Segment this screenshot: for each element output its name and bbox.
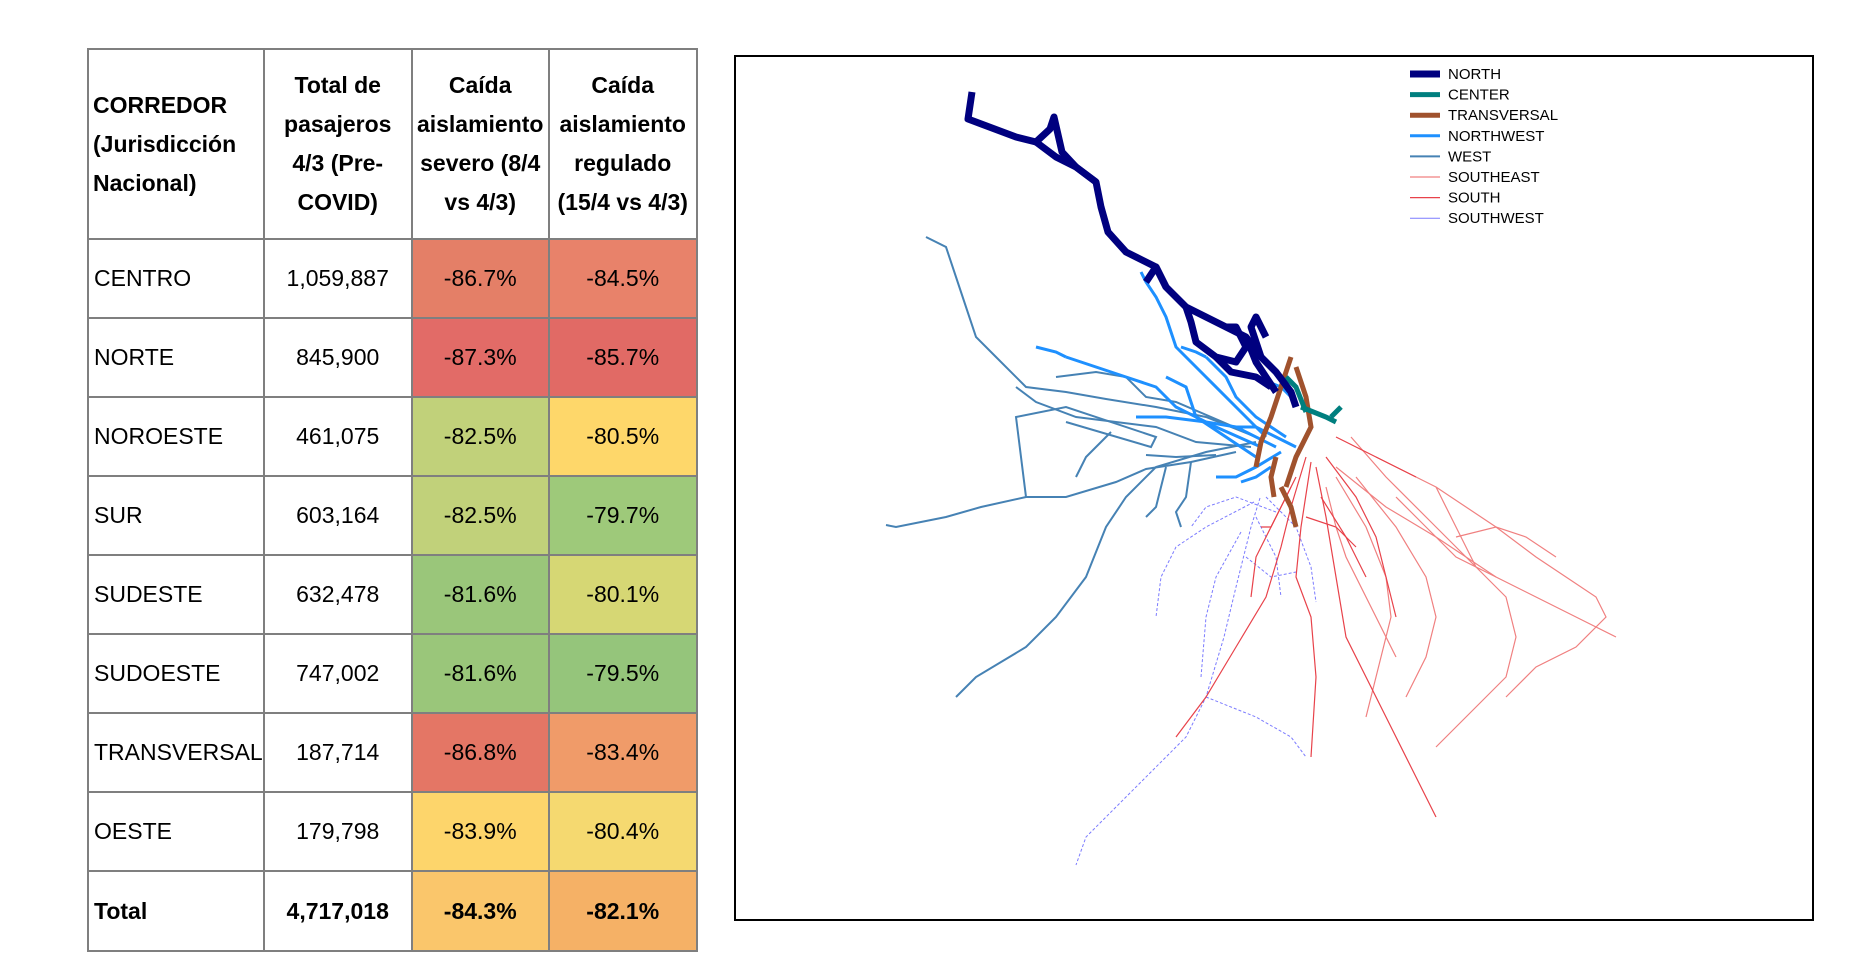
drop-regulado: -79.7% <box>547 475 698 556</box>
drop-severo: -86.7% <box>410 238 550 319</box>
transit-network-map: NORTH CENTER TRANSVERSAL NORTHWEST WEST SOUTH… <box>734 55 1814 921</box>
total-passengers: 632,478 <box>262 554 413 635</box>
drop-regulado: -80.1% <box>547 554 698 635</box>
table-row: NORTE 845,900 -87.3% -85.7% <box>87 317 698 398</box>
total-passengers: 187,714 <box>262 712 413 793</box>
table-row: TRANSVERSAL 187,714 -86.8% -83.4% <box>87 712 698 793</box>
drop-severo: -82.5% <box>410 475 550 556</box>
south-lines <box>1175 436 1437 818</box>
header-corredor: CORREDOR (Jurisdicción Nacional) <box>87 48 265 240</box>
header-line: (Jurisdicción <box>93 130 237 157</box>
header-line: Caída <box>448 72 512 98</box>
corridor-name: SUDOESTE <box>87 633 265 714</box>
southeast-lines <box>1325 436 1617 748</box>
header-line: Total de <box>294 72 381 98</box>
legend-label: SOUTHWEST <box>1448 210 1544 227</box>
header-line: COVID) <box>297 189 378 215</box>
table-row: SUDOESTE 747,002 -81.6% -79.5% <box>87 633 698 714</box>
legend-label: SOUTHEAST <box>1448 169 1540 186</box>
total-passengers: 845,900 <box>262 317 413 398</box>
total-passengers: 461,075 <box>262 396 413 477</box>
legend-label: NORTH <box>1448 66 1501 83</box>
header-line: pasajeros <box>284 111 392 137</box>
header-line: severo (8/4 <box>420 150 541 176</box>
north-lines <box>964 91 1300 409</box>
header-caida-regulado: Caída aislamiento regulado (15/4 vs 4/3) <box>547 48 698 240</box>
table-row: NOROESTE 461,075 -82.5% -80.5% <box>87 396 698 477</box>
table-total-row: Total 4,717,018 -84.3% -82.1% <box>87 870 698 952</box>
drop-severo: -81.6% <box>410 633 550 714</box>
drop-regulado: -83.4% <box>547 712 698 793</box>
network-map-drawing: NORTH CENTER TRANSVERSAL NORTHWEST WEST SOUTH… <box>885 66 1617 866</box>
corridor-name: OESTE <box>87 791 265 872</box>
drop-severo: -86.8% <box>410 712 550 793</box>
total-passengers-sum: 4,717,018 <box>262 870 413 952</box>
drop-regulado: -80.5% <box>547 396 698 477</box>
legend-label: WEST <box>1448 148 1491 165</box>
header-line: aislamiento <box>416 111 544 137</box>
table-row: SUDESTE 632,478 -81.6% -80.1% <box>87 554 698 635</box>
header-line: 4/3 (Pre- <box>292 150 384 176</box>
drop-regulado: -85.7% <box>547 317 698 398</box>
corridor-name: NORTE <box>87 317 265 398</box>
southwest-lines <box>1075 496 1317 866</box>
header-caida-severo: Caída aislamiento severo (8/4 vs 4/3) <box>410 48 550 240</box>
table-header-row: CORREDOR (Jurisdicción Nacional) Total d… <box>87 48 698 240</box>
total-passengers: 1,059,887 <box>262 238 413 319</box>
header-line: Nacional) <box>93 169 197 196</box>
corridor-name: NOROESTE <box>87 396 265 477</box>
drop-severo: -87.3% <box>410 317 550 398</box>
center-lines <box>1284 375 1343 425</box>
corridor-name: CENTRO <box>87 238 265 319</box>
table-row: OESTE 179,798 -83.9% -80.4% <box>87 791 698 872</box>
drop-regulado: -79.5% <box>547 633 698 714</box>
legend-label: NORTHWEST <box>1448 128 1544 145</box>
ridership-table: CORREDOR (Jurisdicción Nacional) Total d… <box>87 48 698 952</box>
header-line: vs 4/3) <box>444 189 517 215</box>
drop-regulado: -80.4% <box>547 791 698 872</box>
corridor-name: SUR <box>87 475 265 556</box>
total-drop-severo: -84.3% <box>410 870 550 952</box>
header-line: regulado <box>574 150 672 176</box>
total-passengers: 747,002 <box>262 633 413 714</box>
corridor-name: TRANSVERSAL <box>87 712 265 793</box>
total-drop-regulado: -82.1% <box>547 870 698 952</box>
table-row: CENTRO 1,059,887 -86.7% -84.5% <box>87 238 698 319</box>
drop-severo: -83.9% <box>410 791 550 872</box>
total-label: Total <box>87 870 265 952</box>
header-line: (15/4 vs 4/3) <box>557 189 688 215</box>
header-total-pasajeros: Total de pasajeros 4/3 (Pre- COVID) <box>262 48 413 240</box>
header-line: Caída <box>591 72 655 98</box>
corridor-name: SUDESTE <box>87 554 265 635</box>
total-passengers: 179,798 <box>262 791 413 872</box>
table-row: SUR 603,164 -82.5% -79.7% <box>87 475 698 556</box>
header-line: aislamiento <box>559 111 686 137</box>
transversal-lines <box>1253 356 1314 528</box>
total-passengers: 603,164 <box>262 475 413 556</box>
drop-severo: -82.5% <box>410 396 550 477</box>
drop-regulado: -84.5% <box>547 238 698 319</box>
west-lines <box>885 236 1257 698</box>
legend-label: TRANSVERSAL <box>1448 107 1558 124</box>
map-legend: NORTH CENTER TRANSVERSAL NORTHWEST WEST SOUTH… <box>1410 66 1558 227</box>
header-line: CORREDOR <box>93 91 228 118</box>
legend-label: SOUTH <box>1448 190 1501 207</box>
drop-severo: -81.6% <box>410 554 550 635</box>
legend-label: CENTER <box>1448 87 1510 104</box>
